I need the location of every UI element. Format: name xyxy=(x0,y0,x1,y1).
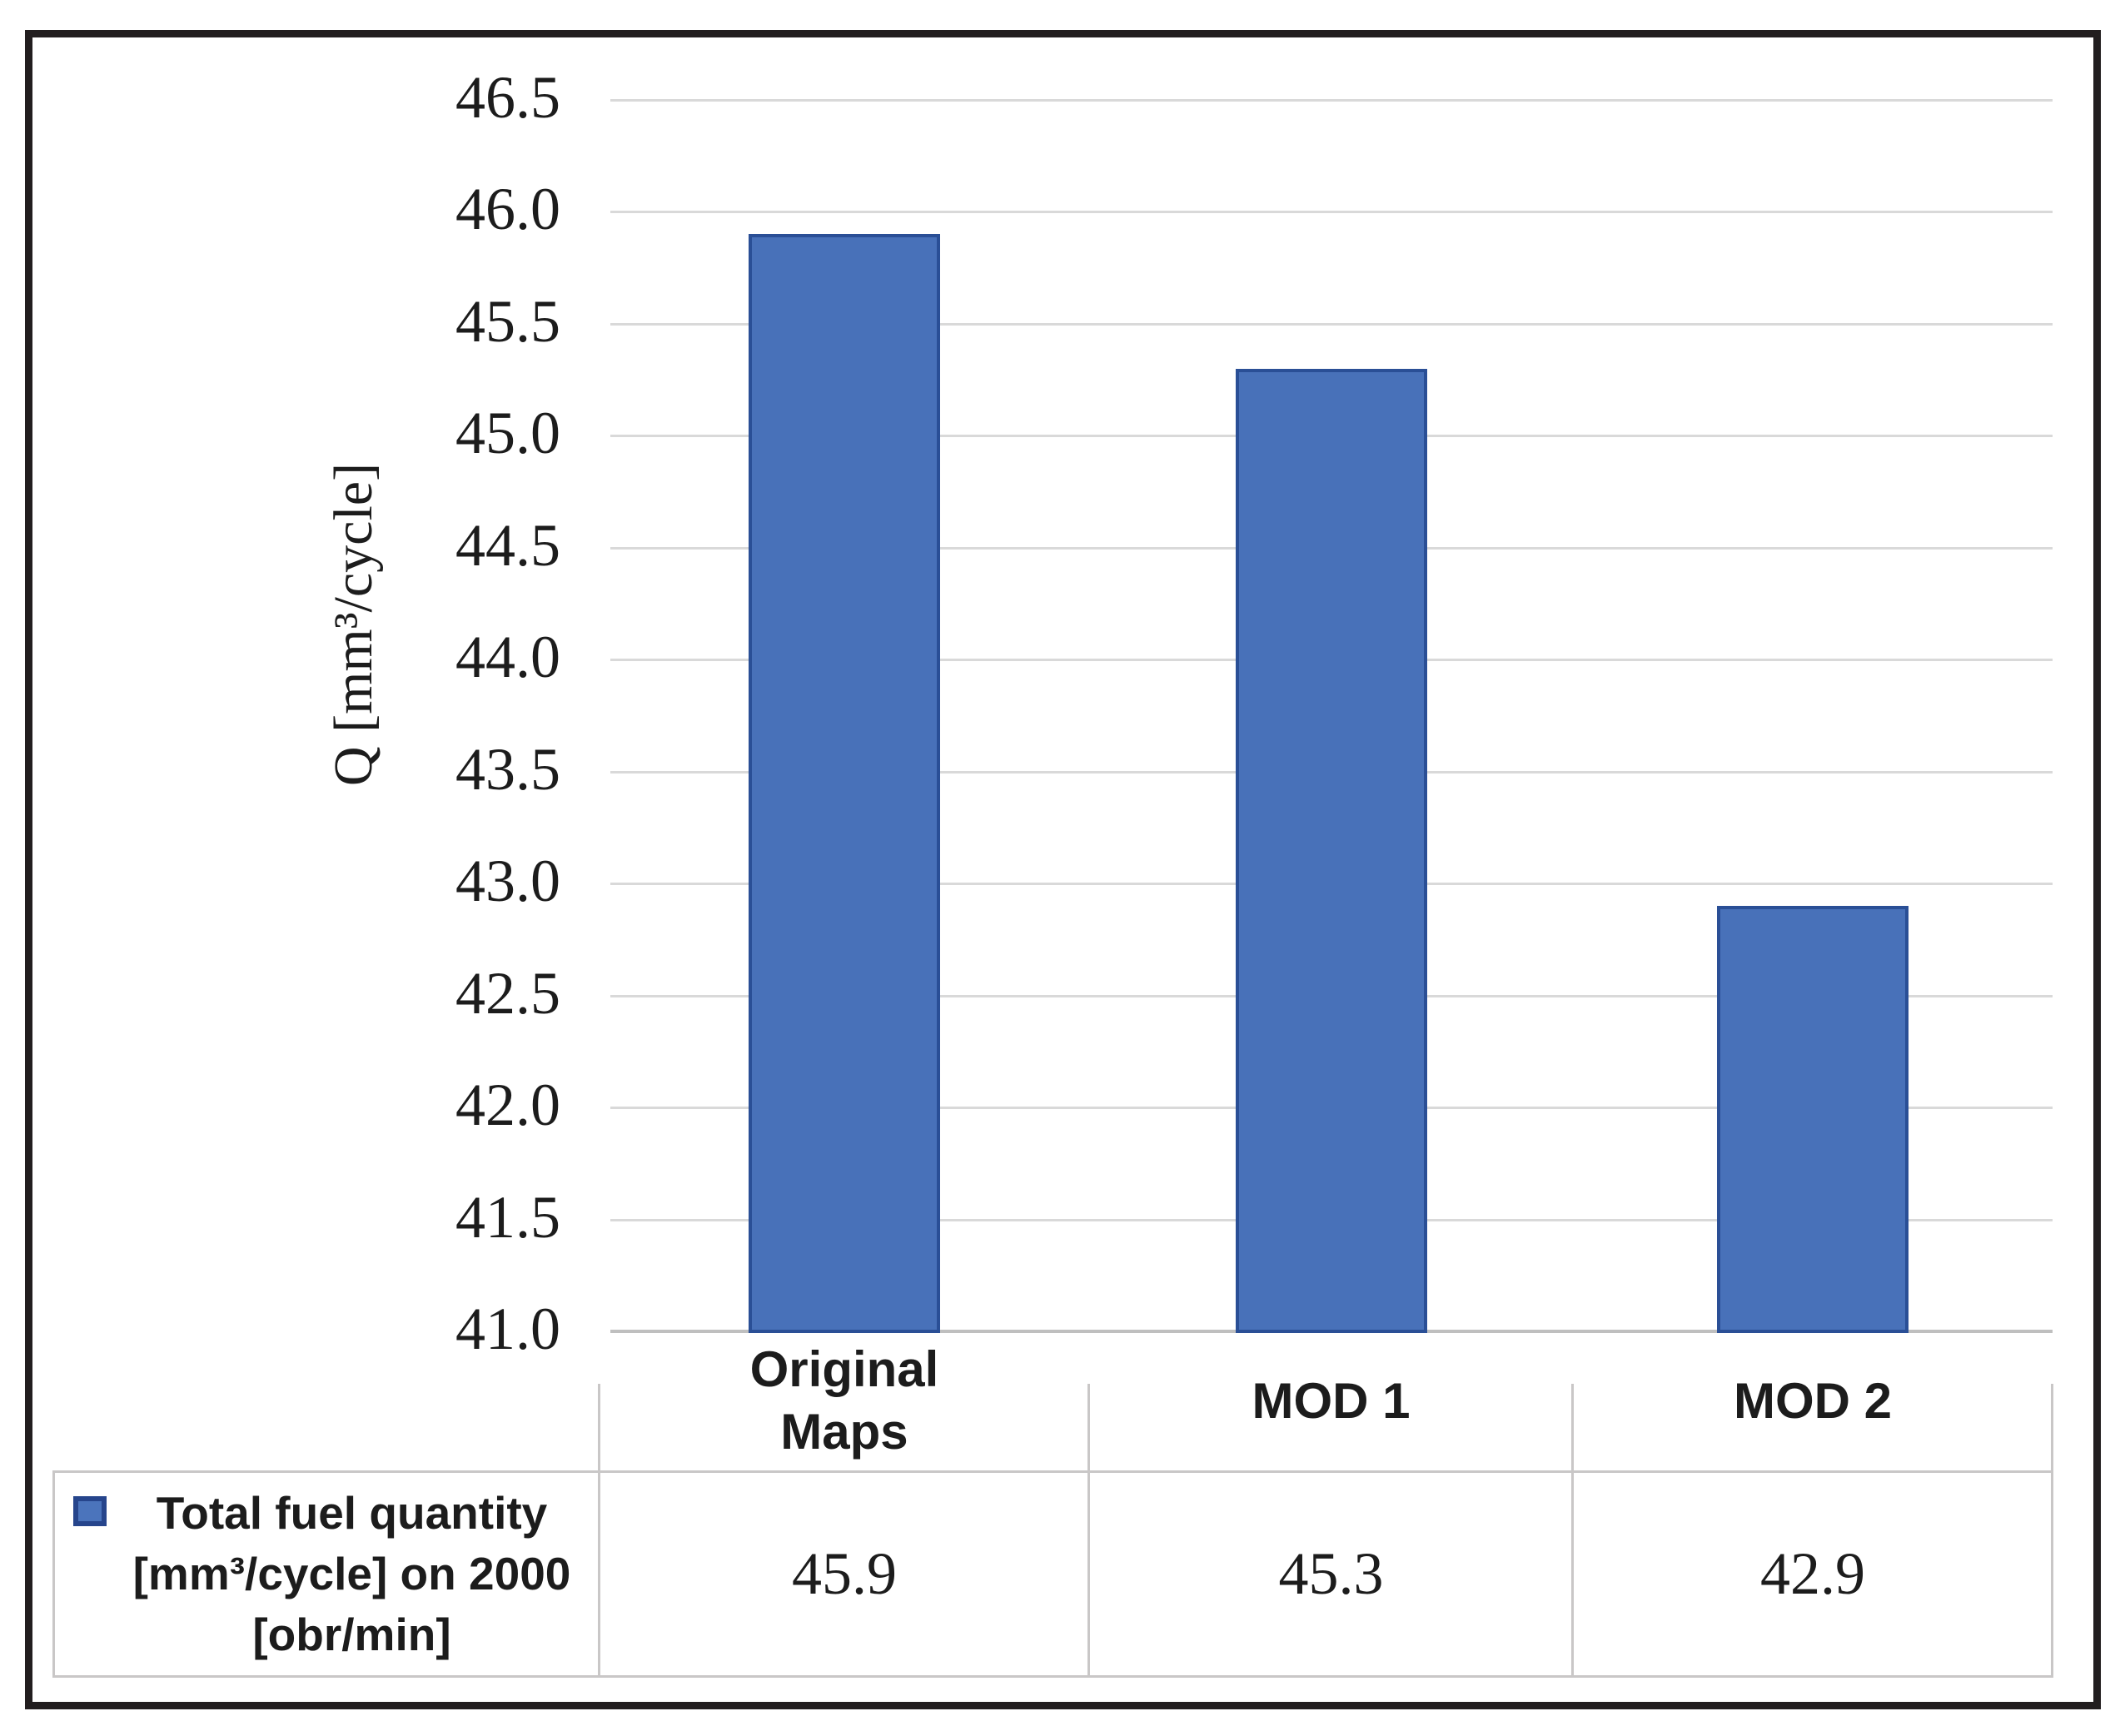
series-legend-label: Total fuel quantity [mm³/cycle] on 2000 … xyxy=(109,1471,595,1676)
legend-cell-left-border xyxy=(52,1470,55,1678)
table-vertical-border xyxy=(598,1384,600,1678)
y-tick-label: 46.5 xyxy=(455,64,560,132)
bar-mod-1 xyxy=(1235,368,1427,1333)
y-tick-label: 44.5 xyxy=(455,511,560,579)
y-tick-label: 41.0 xyxy=(455,1296,560,1363)
legend-line-3: [obr/min] xyxy=(252,1608,451,1660)
bar-mod-2 xyxy=(1717,906,1909,1333)
legend-line-1: Total fuel quantity xyxy=(156,1486,548,1539)
y-tick-label: 42.5 xyxy=(455,959,560,1027)
category-label-mod-2: MOD 2 xyxy=(1733,1372,1893,1429)
y-tick-label: 45.0 xyxy=(455,400,560,467)
table-vertical-border xyxy=(1571,1384,1574,1678)
legend-line-2: [mm³/cycle] on 2000 xyxy=(132,1547,571,1599)
category-label-original-maps: Original Maps xyxy=(749,1341,939,1460)
table-vertical-border xyxy=(1087,1384,1090,1678)
table-bottom-border xyxy=(52,1675,2053,1678)
y-tick-label: 44.0 xyxy=(455,624,560,691)
table-vertical-border xyxy=(2051,1384,2053,1678)
value-cell-mod-2: 42.9 xyxy=(1760,1540,1865,1607)
gridline xyxy=(610,99,2053,102)
gridline xyxy=(610,211,2053,214)
chart-outer-border xyxy=(25,30,2101,1709)
y-tick-label: 46.0 xyxy=(455,176,560,243)
y-tick-label: 43.0 xyxy=(455,848,560,915)
y-axis-title: Q [mm³/cycle] xyxy=(323,462,384,787)
value-cell-original-maps: 45.9 xyxy=(792,1540,897,1607)
series-legend-marker-icon xyxy=(73,1496,107,1526)
y-tick-label: 43.5 xyxy=(455,735,560,803)
y-tick-label: 45.5 xyxy=(455,288,560,356)
gridline xyxy=(610,322,2053,326)
y-tick-label: 42.0 xyxy=(455,1072,560,1139)
table-row-divider xyxy=(52,1470,2053,1473)
legend-cell: Total fuel quantity [mm³/cycle] on 2000 … xyxy=(52,1471,600,1676)
category-label-mod-1: MOD 1 xyxy=(1252,1372,1411,1429)
y-tick-label: 41.5 xyxy=(455,1183,560,1251)
value-cell-mod-1: 45.3 xyxy=(1278,1540,1384,1607)
bar-original-maps xyxy=(749,234,940,1333)
